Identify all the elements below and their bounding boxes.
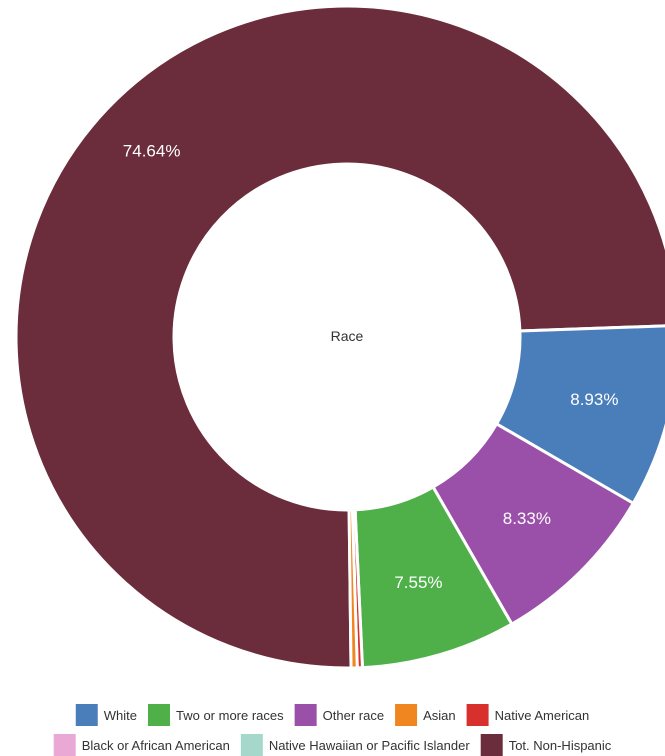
legend-swatch (53, 734, 76, 756)
legend-label: Tot. Non-Hispanic (509, 738, 612, 753)
slice-label-white: 8.93% (570, 390, 618, 409)
legend-item-two-or-more-races[interactable]: Two or more races (147, 704, 284, 726)
center-label: Race (331, 328, 364, 344)
legend-item-black-or-african-american[interactable]: Black or African American (53, 734, 230, 756)
legend-swatch (395, 704, 418, 726)
legend-swatch (147, 704, 170, 726)
legend-item-asian[interactable]: Asian (395, 704, 456, 726)
legend-swatch (466, 704, 489, 726)
slice-asian[interactable] (347, 508, 359, 670)
legend-label: Native American (495, 708, 590, 723)
slices-group: 74.64% 8.93% 8.33% 7.55% (14, 4, 665, 670)
legend: White Two or more races Other race Asian Nat… (53, 704, 612, 756)
slice-label-two-or-more-races: 7.55% (394, 573, 442, 592)
legend-item-white[interactable]: White (75, 704, 137, 726)
slice-label-other-race: 8.33% (503, 509, 551, 528)
legend-label: Asian (423, 708, 456, 723)
slice-tot-non-hispanic[interactable] (14, 4, 665, 670)
legend-item-native-hawaiian-or-pacific-islander[interactable]: Native Hawaiian or Pacific Islander (240, 734, 471, 756)
legend-swatch (480, 734, 503, 756)
legend-item-native-american[interactable]: Native American (466, 704, 590, 726)
slice-label-tot-non-hispanic: 74.64% (123, 142, 181, 161)
legend-label: Other race (323, 708, 384, 723)
legend-swatch (294, 704, 317, 726)
legend-swatch (240, 734, 263, 756)
legend-item-other-race[interactable]: Other race (294, 704, 384, 726)
legend-label: Black or African American (82, 738, 230, 753)
legend-item-tot-non-hispanic[interactable]: Tot. Non-Hispanic (480, 734, 612, 756)
legend-label: Native Hawaiian or Pacific Islander (269, 738, 471, 753)
legend-label: Two or more races (176, 708, 284, 723)
legend-swatch (75, 704, 98, 726)
legend-label: White (104, 708, 137, 723)
